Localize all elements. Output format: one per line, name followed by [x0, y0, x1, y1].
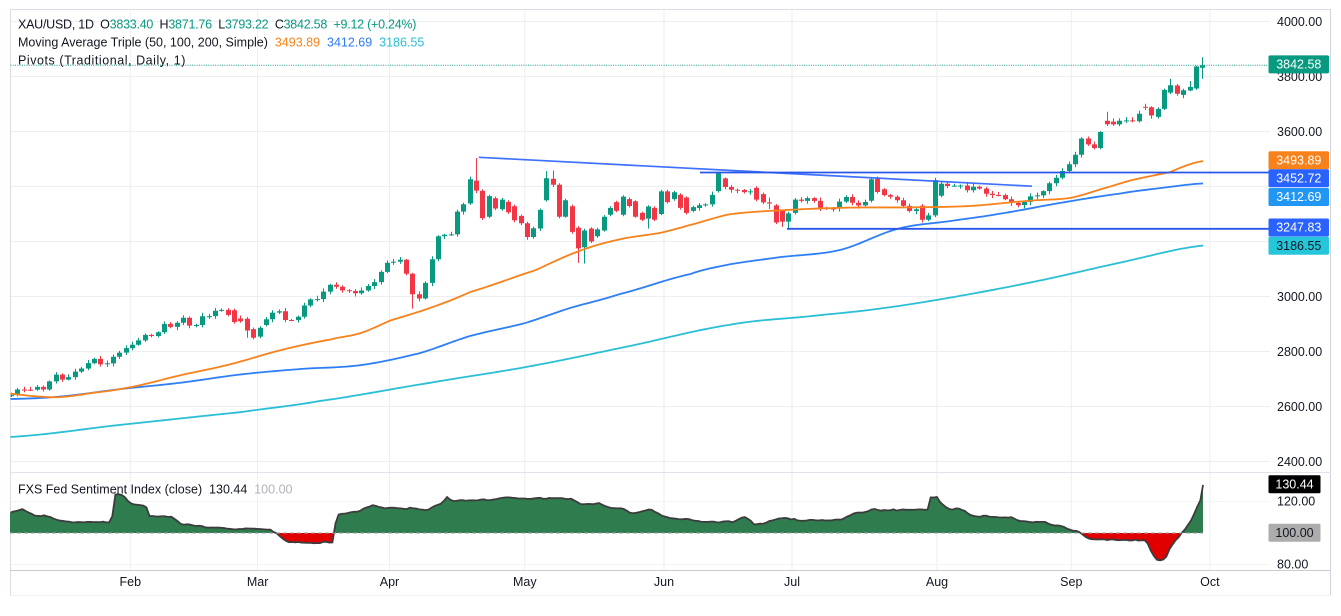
svg-text:Aug: Aug	[926, 575, 948, 589]
svg-text:3493.89: 3493.89	[1276, 154, 1321, 168]
svg-text:3800.00: 3800.00	[1277, 70, 1322, 84]
svg-text:100.00: 100.00	[1275, 526, 1313, 540]
svg-text:Feb: Feb	[120, 575, 142, 589]
svg-text:Sep: Sep	[1060, 575, 1082, 589]
svg-text:Jun: Jun	[654, 575, 674, 589]
svg-text:2400.00: 2400.00	[1277, 455, 1322, 469]
svg-text:4000.00: 4000.00	[1277, 15, 1322, 29]
svg-text:3412.69: 3412.69	[1276, 190, 1321, 204]
svg-text:130.44: 130.44	[1275, 478, 1313, 492]
svg-text:Oct: Oct	[1200, 575, 1220, 589]
svg-text:May: May	[513, 575, 537, 589]
svg-text:2600.00: 2600.00	[1277, 400, 1322, 414]
svg-text:3000.00: 3000.00	[1277, 290, 1322, 304]
svg-text:80.00: 80.00	[1277, 558, 1308, 572]
svg-text:Pivots (Traditional, Daily, 1): Pivots (Traditional, Daily, 1)	[18, 54, 186, 68]
svg-text:3186.55: 3186.55	[1276, 239, 1321, 253]
svg-text:XAU/USD, 1D O3833.40 H3871.7: XAU/USD, 1D O3833.40 H3871.76 L3793.22 C…	[18, 18, 416, 32]
svg-text:3452.72: 3452.72	[1276, 172, 1321, 186]
svg-text:FXS Fed Sentiment Index (close: FXS Fed Sentiment Index (close) 130.44 1…	[18, 483, 293, 497]
svg-text:3247.83: 3247.83	[1276, 221, 1321, 235]
svg-text:Jul: Jul	[784, 575, 800, 589]
svg-text:Moving Average Triple (50, 100: Moving Average Triple (50, 100, 200, Sim…	[18, 36, 424, 50]
svg-text:2800.00: 2800.00	[1277, 345, 1322, 359]
svg-text:3842.58: 3842.58	[1276, 58, 1321, 72]
svg-text:3600.00: 3600.00	[1277, 125, 1322, 139]
svg-text:Mar: Mar	[247, 575, 269, 589]
svg-text:120.00: 120.00	[1277, 495, 1315, 509]
svg-text:Apr: Apr	[380, 575, 399, 589]
